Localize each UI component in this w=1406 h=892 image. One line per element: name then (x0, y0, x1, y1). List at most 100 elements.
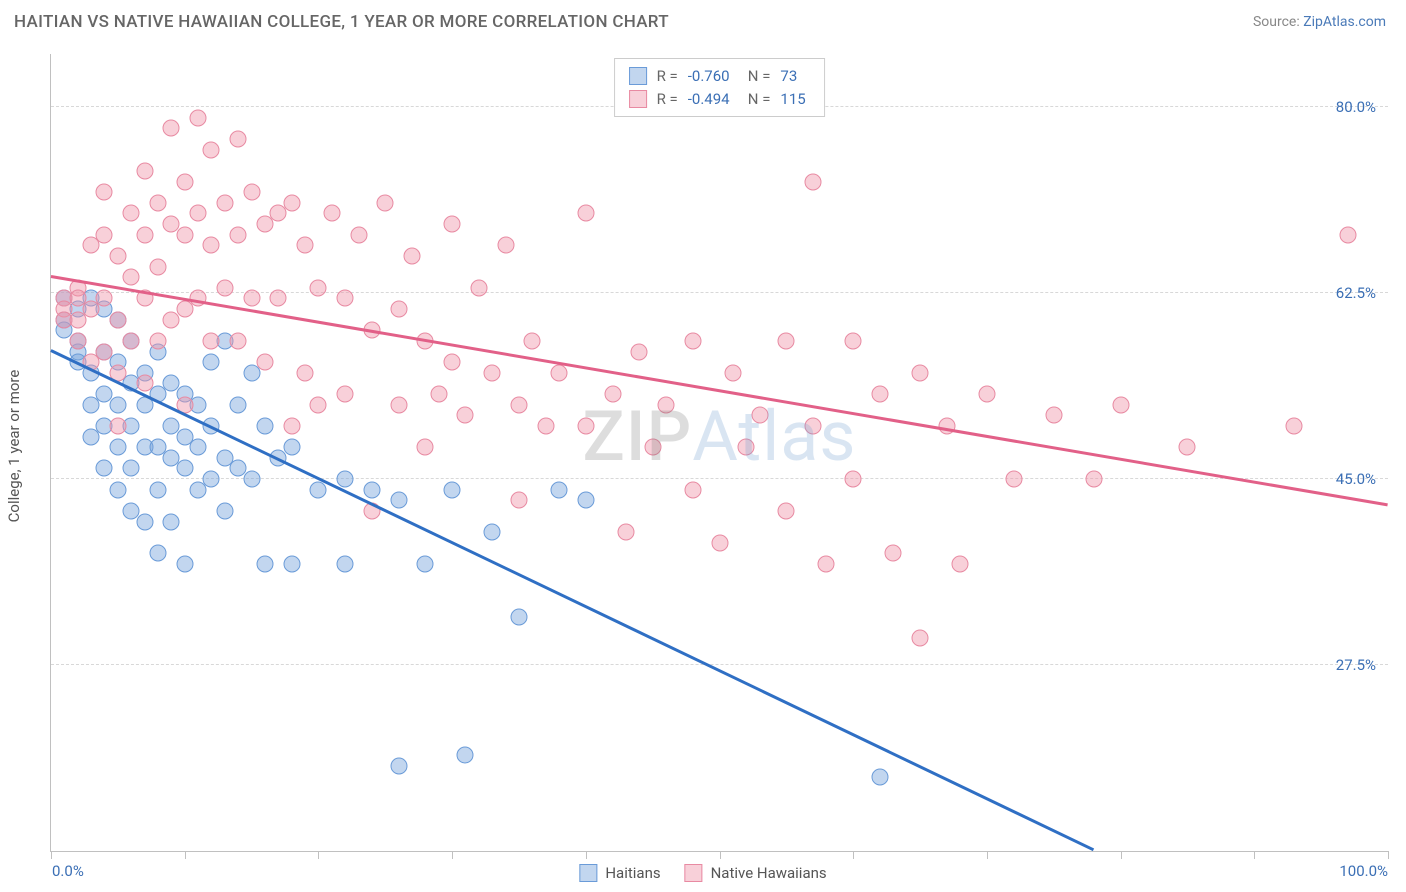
data-point (484, 524, 501, 541)
data-point (350, 226, 367, 243)
data-point (149, 194, 166, 211)
data-point (577, 492, 594, 509)
data-point (109, 311, 126, 328)
data-point (136, 162, 153, 179)
data-point (149, 332, 166, 349)
data-point (510, 492, 527, 509)
x-tick (1254, 851, 1255, 859)
data-point (724, 364, 741, 381)
data-point (270, 290, 287, 307)
x-tick (987, 851, 988, 859)
data-point (149, 481, 166, 498)
data-point (484, 364, 501, 381)
data-point (123, 205, 140, 222)
data-point (1085, 471, 1102, 488)
data-point (1005, 471, 1022, 488)
data-point (109, 481, 126, 498)
data-point (136, 513, 153, 530)
data-point (805, 417, 822, 434)
data-point (510, 609, 527, 626)
data-point (912, 630, 929, 647)
data-point (912, 364, 929, 381)
data-point (644, 439, 661, 456)
data-point (243, 471, 260, 488)
source-link[interactable]: ZipAtlas.com (1303, 14, 1386, 30)
data-point (430, 386, 447, 403)
data-point (444, 354, 461, 371)
legend-r-value: -0.760 (688, 65, 738, 88)
y-axis-label: 80.0% (1336, 98, 1376, 116)
legend-n-label: N = (748, 65, 771, 88)
legend-swatch (685, 864, 703, 882)
data-point (323, 205, 340, 222)
x-tick (452, 851, 453, 859)
data-point (711, 534, 728, 551)
data-point (283, 556, 300, 573)
data-point (96, 226, 113, 243)
data-point (417, 556, 434, 573)
data-point (805, 173, 822, 190)
data-point (216, 194, 233, 211)
data-point (176, 226, 193, 243)
data-point (377, 194, 394, 211)
data-point (96, 290, 113, 307)
data-point (363, 481, 380, 498)
data-point (243, 290, 260, 307)
legend-n-label: N = (748, 88, 771, 111)
legend-swatch (629, 67, 647, 85)
x-tick (586, 851, 587, 859)
data-point (818, 556, 835, 573)
x-tick (185, 851, 186, 859)
data-point (283, 194, 300, 211)
data-point (203, 237, 220, 254)
x-axis-min-label: 0.0% (52, 862, 84, 880)
data-point (337, 290, 354, 307)
data-point (390, 492, 407, 509)
data-point (403, 247, 420, 264)
data-point (444, 481, 461, 498)
data-point (230, 332, 247, 349)
data-point (871, 386, 888, 403)
data-point (417, 439, 434, 456)
data-point (871, 768, 888, 785)
data-point (337, 471, 354, 488)
data-point (1286, 417, 1303, 434)
data-point (297, 364, 314, 381)
legend-swatch (579, 864, 597, 882)
data-point (203, 354, 220, 371)
legend-label: Haitians (605, 864, 660, 882)
data-point (203, 332, 220, 349)
data-point (684, 332, 701, 349)
data-point (497, 237, 514, 254)
y-axis-label: 27.5% (1336, 656, 1376, 674)
data-point (230, 226, 247, 243)
data-point (390, 301, 407, 318)
data-point (96, 184, 113, 201)
legend-n-value: 73 (780, 65, 810, 88)
x-tick (51, 851, 52, 859)
data-point (123, 460, 140, 477)
data-point (310, 396, 327, 413)
data-point (109, 439, 126, 456)
gridline (51, 664, 1388, 665)
data-point (256, 417, 273, 434)
data-point (444, 216, 461, 233)
data-point (109, 417, 126, 434)
data-point (123, 332, 140, 349)
data-point (190, 205, 207, 222)
data-point (510, 396, 527, 413)
data-point (230, 131, 247, 148)
data-point (176, 556, 193, 573)
data-point (524, 332, 541, 349)
data-point (190, 439, 207, 456)
data-point (617, 524, 634, 541)
legend-label: Native Hawaiians (711, 864, 827, 882)
data-point (283, 417, 300, 434)
data-point (149, 258, 166, 275)
data-point (457, 747, 474, 764)
data-point (778, 502, 795, 519)
legend-row: R =-0.494N =115 (629, 88, 811, 111)
x-tick (1388, 851, 1389, 859)
data-point (337, 386, 354, 403)
data-point (551, 481, 568, 498)
